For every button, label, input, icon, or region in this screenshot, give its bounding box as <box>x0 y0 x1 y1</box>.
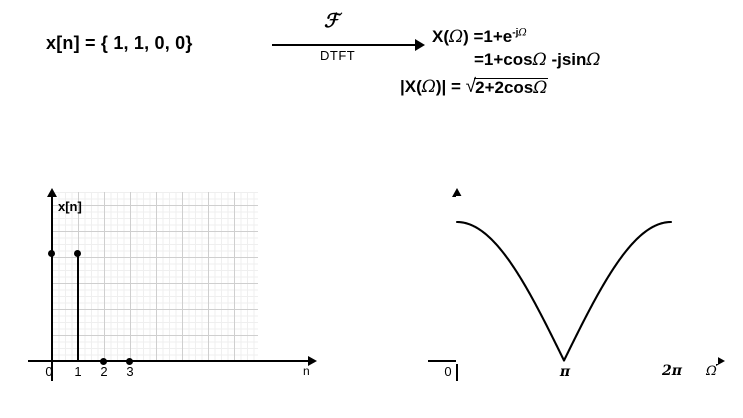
omega-glyph-5: Ω <box>533 77 548 98</box>
y-axis-arrowhead-right <box>452 188 462 197</box>
minus-j-sin-label: -jsin <box>546 49 587 69</box>
x-axis-left <box>28 360 310 362</box>
radical-sign-icon: √ <box>465 75 477 97</box>
arrow-shaft-icon <box>272 44 420 46</box>
x-axis-arrowhead-right <box>716 356 725 366</box>
omega-glyph-1: Ω <box>449 27 464 47</box>
one-plus-cos-label: =1+cos <box>474 49 533 69</box>
sample-marker-n2 <box>100 358 107 365</box>
magnitude-label-close: )| = <box>435 76 466 96</box>
transform-arrow-group: ℱ DTFT <box>272 10 425 76</box>
sample-marker-n0 <box>48 250 55 257</box>
stem-n0 <box>51 253 53 361</box>
transform-pair-equation: x[n] = { 1, 1, 0, 0} ℱ DTFT X(Ω) =1+e-jΩ… <box>0 0 743 150</box>
y-axis-label-left: x[n] <box>58 199 82 214</box>
spectrum-expression-line-1: X(Ω) =1+e-jΩ <box>432 28 601 47</box>
stem-n1 <box>77 253 79 361</box>
sample-marker-n3 <box>126 358 133 365</box>
x-axis-label-right: Ω <box>706 364 717 379</box>
exponent-omega-glyph: Ω <box>518 27 527 39</box>
radicand-text: 2+2cos <box>475 77 534 97</box>
spectrum-magnitude-line: |X(Ω)| = √2+2cosΩ <box>400 75 601 98</box>
transform-name-label: DTFT <box>320 48 356 63</box>
plot-time-domain: x[n] 0 1 2 3 n <box>0 0 330 418</box>
xtick-right-pi: π <box>559 364 571 380</box>
fourier-script-f-icon: ℱ <box>324 10 339 32</box>
y-axis-arrowhead-left <box>47 188 57 197</box>
magnitude-label-open: |X( <box>400 76 422 96</box>
arrow-head-icon <box>415 39 425 51</box>
xtick-right-two-pi: 2π <box>662 363 682 379</box>
input-sequence-expression: x[n] = { 1, 1, 0, 0} <box>46 33 193 53</box>
exponent-minus-j: -j <box>512 27 519 39</box>
spectrum-expressions: X(Ω) =1+e-jΩ =1+cosΩ -jsinΩ |X(Ω)| = √2+… <box>400 28 601 97</box>
grid-left <box>52 192 258 361</box>
square-root-group: √2+2cosΩ <box>465 75 549 98</box>
omega-glyph-3: Ω <box>586 49 601 70</box>
xtick-left-2: 2 <box>100 364 108 379</box>
equals-one-plus-e: ) =1+e <box>463 27 513 46</box>
spectrum-expression-line-2: =1+cosΩ -jsinΩ <box>474 49 601 70</box>
sample-marker-n1 <box>74 250 81 257</box>
x-axis-label-left: n <box>303 364 310 378</box>
radicand-group: 2+2cosΩ <box>474 77 549 98</box>
x-of-omega-label: X( <box>432 27 449 46</box>
xtick-right-0: 0 <box>444 364 452 379</box>
xtick-left-0: 0 <box>45 364 53 379</box>
omega-glyph-4: Ω <box>421 76 436 97</box>
exponent-group: -jΩ <box>512 27 527 39</box>
x-axis-arrowhead-left <box>308 356 317 366</box>
xtick-left-3: 3 <box>126 364 134 379</box>
xtick-left-1: 1 <box>74 364 82 379</box>
omega-glyph-2: Ω <box>532 49 547 70</box>
